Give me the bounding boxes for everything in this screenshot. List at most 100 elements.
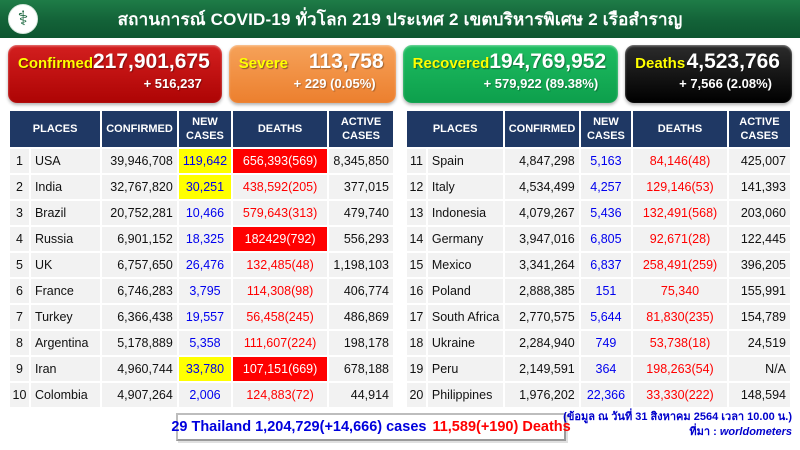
table-row: 5 UK 6,757,650 26,476 132,485(48) 1,198,103 <box>10 253 393 277</box>
active-cases-cell: 425,007 <box>728 149 790 173</box>
deaths-cell: 124,883(72) <box>233 383 328 407</box>
place-cell: Spain <box>427 149 504 173</box>
place-cell: India <box>30 175 101 199</box>
header-places: PLACES <box>10 111 101 147</box>
severe-delta: + 229 (0.05%) <box>293 76 376 91</box>
rank-cell: 5 <box>10 253 29 277</box>
deaths-cell: 438,592(205) <box>233 175 328 199</box>
new-cases-cell: 2,006 <box>178 383 232 407</box>
new-cases-cell: 10,466 <box>178 201 232 225</box>
left-table-body: 1 USA 39,946,708 119,642 656,393(569) 8,345,8… <box>10 149 393 407</box>
place-cell: Philippines <box>427 383 504 407</box>
new-cases-cell: 6,805 <box>580 227 632 251</box>
deaths-card: Deaths 4,523,766 + 7,566 (2.08%) <box>625 45 792 103</box>
new-cases-cell: 119,642 <box>178 149 232 173</box>
table-row: 11 Spain 4,847,298 5,163 84,146(48) 425,007 <box>407 149 790 173</box>
deaths-cell: 198,263(54) <box>633 357 727 381</box>
rank-cell: 14 <box>407 227 426 251</box>
deaths-cell: 111,607(224) <box>233 331 328 355</box>
rank-cell: 20 <box>407 383 426 407</box>
source-value: worldometers <box>719 426 792 438</box>
active-cases-cell: 148,594 <box>728 383 790 407</box>
active-cases-cell: 556,293 <box>329 227 393 251</box>
deaths-cell: 107,151(669) <box>233 357 328 381</box>
stat-cards-row: Confirmed 217,901,675 + 516,237 Severe 1… <box>0 38 800 109</box>
table-row: 4 Russia 6,901,152 18,325 182429(792) 556,293 <box>10 227 393 251</box>
moph-logo-icon: ⚕ <box>8 4 38 34</box>
table-row: 8 Argentina 5,178,889 5,358 111,607(224) 198,… <box>10 331 393 355</box>
confirmed-cell: 2,888,385 <box>505 279 579 303</box>
place-cell: South Africa <box>427 305 504 329</box>
deaths-cell: 129,146(53) <box>633 175 727 199</box>
deaths-cell: 75,340 <box>633 279 727 303</box>
deaths-cell: 53,738(18) <box>633 331 727 355</box>
header-active-cases: ACTIVE CASES <box>329 111 393 147</box>
table-row: 17 South Africa 2,770,575 5,644 81,830(235) 1… <box>407 305 790 329</box>
rank-cell: 13 <box>407 201 426 225</box>
new-cases-cell: 5,644 <box>580 305 632 329</box>
confirmed-cell: 3,341,264 <box>505 253 579 277</box>
active-cases-cell: 141,393 <box>728 175 790 199</box>
confirmed-cell: 3,947,016 <box>505 227 579 251</box>
confirmed-cell: 2,284,940 <box>505 331 579 355</box>
table-row: 10 Colombia 4,907,264 2,006 124,883(72) 44,91… <box>10 383 393 407</box>
place-cell: Mexico <box>427 253 504 277</box>
place-cell: Argentina <box>30 331 101 355</box>
place-cell: USA <box>30 149 101 173</box>
confirmed-label: Confirmed <box>18 55 93 72</box>
active-cases-cell: 406,774 <box>329 279 393 303</box>
country-tables: PLACES CONFIRMED NEW CASES DEATHS ACTIVE… <box>0 109 800 409</box>
deaths-cell: 33,330(222) <box>633 383 727 407</box>
confirmed-cell: 4,534,499 <box>505 175 579 199</box>
place-cell: Peru <box>427 357 504 381</box>
table-row: 19 Peru 2,149,591 364 198,263(54) N/A <box>407 357 790 381</box>
table-row: 14 Germany 3,947,016 6,805 92,671(28) 122,445 <box>407 227 790 251</box>
source-attribution: (ข้อมูล ณ วันที่ 31 สิงหาคม 2564 เวลา 10… <box>563 410 792 440</box>
table-row: 12 Italy 4,534,499 4,257 129,146(53) 141,393 <box>407 175 790 199</box>
place-cell: UK <box>30 253 101 277</box>
rank-cell: 4 <box>10 227 29 251</box>
confirmed-cell: 4,847,298 <box>505 149 579 173</box>
confirmed-cell: 6,757,650 <box>102 253 177 277</box>
recovered-value: 194,769,952 <box>489 50 607 73</box>
new-cases-cell: 5,436 <box>580 201 632 225</box>
table-row: 18 Ukraine 2,284,940 749 53,738(18) 24,519 <box>407 331 790 355</box>
new-cases-cell: 6,837 <box>580 253 632 277</box>
deaths-cell: 92,671(28) <box>633 227 727 251</box>
confirmed-value: 217,901,675 <box>93 50 210 73</box>
deaths-cell: 81,830(235) <box>633 305 727 329</box>
new-cases-cell: 33,780 <box>178 357 232 381</box>
recovered-card: Recovered 194,769,952 + 579,922 (89.38%) <box>402 45 619 103</box>
recovered-delta: + 579,922 (89.38%) <box>483 76 599 91</box>
countries-table-right: PLACES CONFIRMED NEW CASES DEATHS ACTIVE… <box>405 109 792 409</box>
confirmed-cell: 5,178,889 <box>102 331 177 355</box>
place-cell: Brazil <box>30 201 101 225</box>
table-header-row: PLACES CONFIRMED NEW CASES DEATHS ACTIVE… <box>10 111 393 147</box>
new-cases-cell: 22,366 <box>580 383 632 407</box>
confirmed-cell: 4,907,264 <box>102 383 177 407</box>
page-title: สถานการณ์ COVID-19 ทั่วโลก 219 ประเทศ 2 … <box>117 9 683 29</box>
thailand-deaths-text: 11,589(+190) Deaths <box>432 419 571 435</box>
rank-cell: 19 <box>407 357 426 381</box>
new-cases-cell: 3,795 <box>178 279 232 303</box>
confirmed-cell: 6,901,152 <box>102 227 177 251</box>
active-cases-cell: 198,178 <box>329 331 393 355</box>
active-cases-cell: 8,345,850 <box>329 149 393 173</box>
rank-cell: 8 <box>10 331 29 355</box>
place-cell: Italy <box>427 175 504 199</box>
new-cases-cell: 5,163 <box>580 149 632 173</box>
table-row: 9 Iran 4,960,744 33,780 107,151(669) 678,188 <box>10 357 393 381</box>
active-cases-cell: 155,991 <box>728 279 790 303</box>
header-confirmed: CONFIRMED <box>102 111 177 147</box>
deaths-cell: 258,491(259) <box>633 253 727 277</box>
severe-label: Severe <box>238 55 289 72</box>
caduceus-icon: ⚕ <box>17 8 29 30</box>
confirmed-card: Confirmed 217,901,675 + 516,237 <box>8 45 222 103</box>
severe-card: Severe 113,758 + 229 (0.05%) <box>228 45 396 103</box>
place-cell: Iran <box>30 357 101 381</box>
confirmed-cell: 6,366,438 <box>102 305 177 329</box>
rank-cell: 6 <box>10 279 29 303</box>
new-cases-cell: 364 <box>580 357 632 381</box>
active-cases-cell: 154,789 <box>728 305 790 329</box>
confirmed-cell: 2,149,591 <box>505 357 579 381</box>
